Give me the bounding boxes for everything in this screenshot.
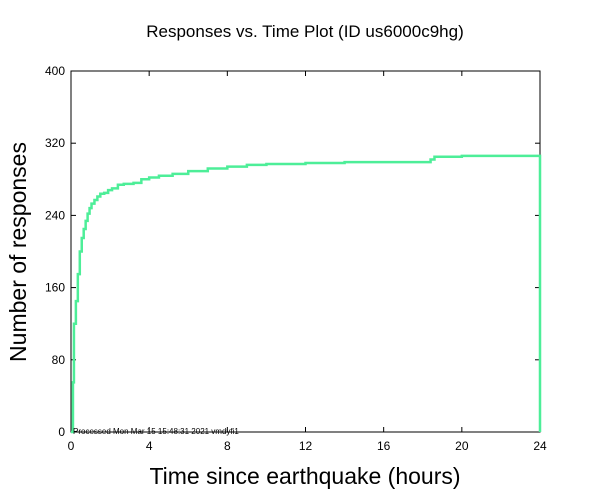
y-tick-label: 80 — [52, 353, 66, 367]
y-tick-label: 400 — [45, 64, 65, 78]
x-tick-label: 16 — [377, 439, 391, 453]
processed-footnote: Processed Mon Mar 15 15:48:31 2021 vmdyf… — [73, 427, 239, 436]
y-axis-label: Number of responses — [5, 142, 31, 362]
x-tick-label: 24 — [533, 439, 547, 453]
x-tick-label: 20 — [455, 439, 469, 453]
x-tick-label: 4 — [146, 439, 153, 453]
y-tick-label: 0 — [58, 425, 65, 439]
x-tick-label: 8 — [224, 439, 231, 453]
plot-frame — [70, 70, 541, 433]
x-tick-label: 12 — [299, 439, 313, 453]
x-axis-label: Time since earthquake (hours) — [149, 463, 460, 489]
y-axis: 0 80 160 240 320 400 — [45, 64, 540, 439]
x-tick-label: 0 — [68, 439, 75, 453]
y-tick-label: 160 — [45, 281, 65, 295]
y-tick-label: 240 — [45, 208, 65, 222]
chart-title: Responses vs. Time Plot (ID us6000c9hg) — [146, 22, 463, 41]
x-axis: 0 4 8 12 16 20 24 — [68, 71, 547, 453]
y-tick-label: 320 — [45, 136, 65, 150]
responses-series-line — [71, 154, 542, 434]
